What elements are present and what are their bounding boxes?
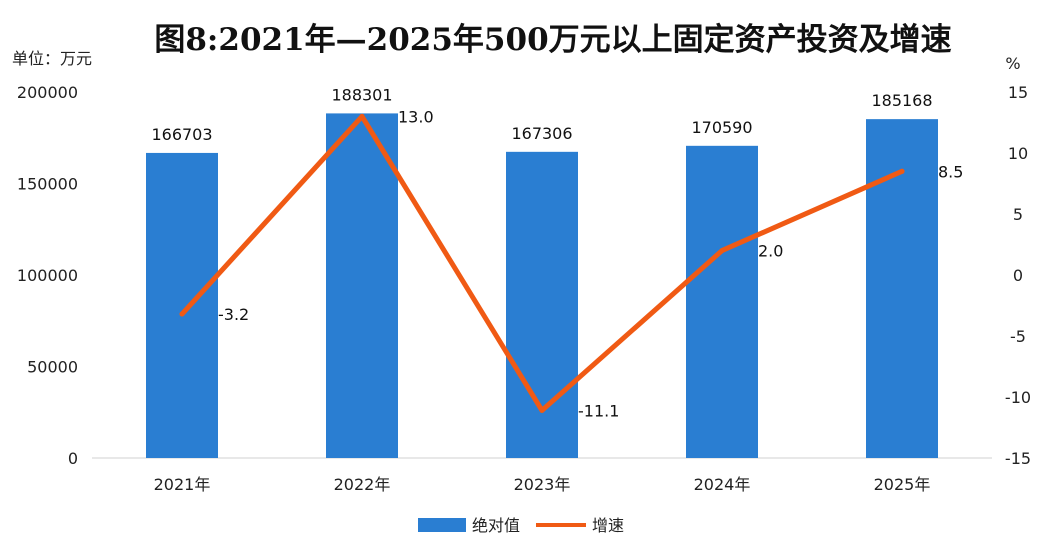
growth-point — [899, 168, 905, 174]
bar-value-label: 170590 — [691, 118, 752, 137]
growth-value-label: -11.1 — [578, 401, 619, 420]
bar-value-label: 167306 — [511, 124, 572, 143]
growth-point — [719, 248, 725, 254]
growth-point — [359, 113, 365, 119]
bar-value-label: 188301 — [331, 85, 392, 104]
growth-value-label: 2.0 — [758, 242, 783, 261]
bar — [326, 113, 398, 458]
left-tick-label: 200000 — [17, 83, 78, 102]
growth-value-label: -3.2 — [218, 305, 249, 324]
bar — [686, 145, 758, 458]
growth-value-label: 8.5 — [938, 162, 963, 181]
line-series — [179, 113, 905, 413]
left-axis: 0 50000 100000 150000 200000 — [17, 83, 78, 468]
legend-label-line: 增速 — [592, 516, 624, 535]
left-tick-label: 0 — [68, 449, 78, 468]
right-tick-label: 0 — [1013, 266, 1023, 285]
left-tick-label: 150000 — [17, 175, 78, 194]
x-tick-label: 2021年 — [154, 475, 211, 494]
growth-value-label: 13.0 — [398, 107, 434, 126]
left-axis-unit: 单位：万元 — [12, 49, 92, 68]
legend-label-bar: 绝对值 — [472, 516, 520, 535]
line-value-labels: -3.2 13.0 -11.1 2.0 8.5 — [218, 107, 963, 420]
x-axis: 2021年 2022年 2023年 2024年 2025年 — [154, 475, 931, 494]
left-tick-label: 100000 — [17, 266, 78, 285]
growth-point — [179, 311, 185, 317]
bar-value-labels: 166703 188301 167306 170590 185168 — [151, 85, 932, 144]
right-tick-label: 15 — [1008, 83, 1028, 102]
bar — [866, 119, 938, 458]
bar-value-label: 166703 — [151, 125, 212, 144]
x-tick-label: 2023年 — [514, 475, 571, 494]
right-tick-label: 5 — [1013, 205, 1023, 224]
left-tick-label: 50000 — [27, 358, 78, 377]
bar-value-label: 185168 — [871, 91, 932, 110]
bar-series — [146, 113, 938, 458]
right-axis-unit: % — [1005, 54, 1020, 73]
bar — [146, 152, 218, 458]
right-tick-label: 10 — [1008, 144, 1028, 163]
chart-title: 图8:2021年—2025年500万元以上固定资产投资及增速 — [154, 22, 951, 58]
growth-point — [539, 407, 545, 413]
right-tick-label: -10 — [1005, 388, 1031, 407]
right-tick-label: -5 — [1010, 327, 1026, 346]
x-tick-label: 2022年 — [334, 475, 391, 494]
x-tick-label: 2025年 — [874, 475, 931, 494]
right-axis: -15 -10 -5 0 5 10 15 — [1005, 83, 1031, 468]
legend-swatch-bar — [418, 518, 466, 532]
right-tick-label: -15 — [1005, 449, 1031, 468]
legend: 绝对值 增速 — [418, 516, 624, 535]
x-tick-label: 2024年 — [694, 475, 751, 494]
